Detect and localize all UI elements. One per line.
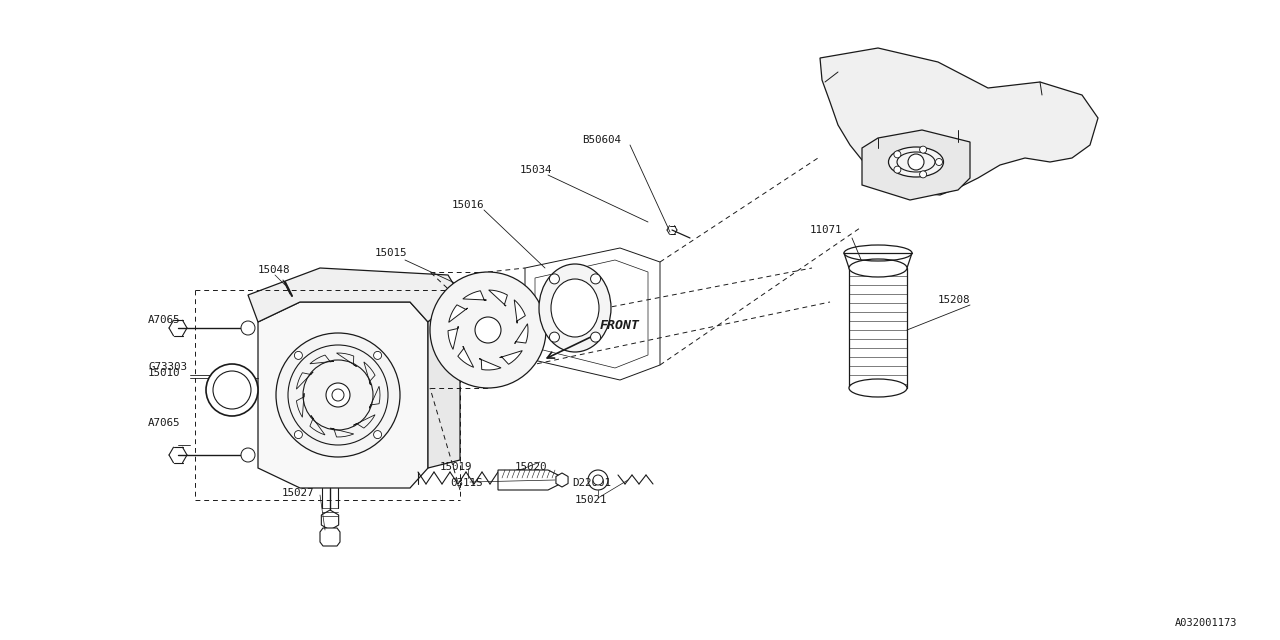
Polygon shape xyxy=(428,295,460,468)
Circle shape xyxy=(326,383,349,407)
Polygon shape xyxy=(479,358,500,370)
Ellipse shape xyxy=(206,364,259,416)
Polygon shape xyxy=(820,48,1098,195)
Polygon shape xyxy=(449,305,467,323)
Text: A7065: A7065 xyxy=(148,315,180,325)
Circle shape xyxy=(908,154,924,170)
Circle shape xyxy=(374,431,381,438)
Text: G73303: G73303 xyxy=(148,362,187,372)
Circle shape xyxy=(590,274,600,284)
Circle shape xyxy=(276,333,401,457)
Text: 0311S: 0311S xyxy=(451,478,483,488)
Text: B50604: B50604 xyxy=(582,135,621,145)
Circle shape xyxy=(893,151,901,158)
Ellipse shape xyxy=(539,264,611,352)
Circle shape xyxy=(241,448,255,462)
Polygon shape xyxy=(515,324,527,344)
Polygon shape xyxy=(321,510,339,530)
Ellipse shape xyxy=(849,379,908,397)
Text: A7065: A7065 xyxy=(148,418,180,428)
Circle shape xyxy=(919,146,927,153)
Polygon shape xyxy=(861,130,970,200)
Polygon shape xyxy=(556,473,568,487)
Text: 15015: 15015 xyxy=(375,248,407,258)
Polygon shape xyxy=(515,300,525,323)
Text: 15208: 15208 xyxy=(938,295,970,305)
Polygon shape xyxy=(448,326,458,349)
Circle shape xyxy=(588,470,608,490)
Circle shape xyxy=(294,351,302,360)
Circle shape xyxy=(549,332,559,342)
Text: 11071: 11071 xyxy=(810,225,842,235)
Circle shape xyxy=(590,332,600,342)
Circle shape xyxy=(919,171,927,178)
Polygon shape xyxy=(248,268,460,322)
Polygon shape xyxy=(463,291,486,300)
Ellipse shape xyxy=(888,147,943,177)
Polygon shape xyxy=(259,302,428,488)
Text: 15027: 15027 xyxy=(282,488,315,498)
Polygon shape xyxy=(498,470,561,490)
Circle shape xyxy=(549,274,559,284)
Text: 15019: 15019 xyxy=(440,462,472,472)
Circle shape xyxy=(936,159,942,166)
Ellipse shape xyxy=(849,259,908,277)
Circle shape xyxy=(893,166,901,173)
Text: 15010: 15010 xyxy=(148,368,180,378)
Circle shape xyxy=(294,431,302,438)
Circle shape xyxy=(374,351,381,360)
Text: 15016: 15016 xyxy=(452,200,485,210)
Text: 15021: 15021 xyxy=(575,495,608,505)
Polygon shape xyxy=(499,351,522,364)
Polygon shape xyxy=(489,290,507,306)
Circle shape xyxy=(593,475,603,485)
Circle shape xyxy=(430,272,547,388)
Polygon shape xyxy=(320,528,340,546)
Polygon shape xyxy=(458,346,474,367)
Text: D22001: D22001 xyxy=(572,478,611,488)
Text: 15034: 15034 xyxy=(520,165,553,175)
Ellipse shape xyxy=(550,279,599,337)
Text: 15048: 15048 xyxy=(259,265,291,275)
Text: A032001173: A032001173 xyxy=(1175,618,1238,628)
Text: 15020: 15020 xyxy=(515,462,548,472)
Circle shape xyxy=(475,317,500,343)
Ellipse shape xyxy=(212,371,251,409)
Text: FRONT: FRONT xyxy=(600,319,640,332)
Circle shape xyxy=(241,321,255,335)
